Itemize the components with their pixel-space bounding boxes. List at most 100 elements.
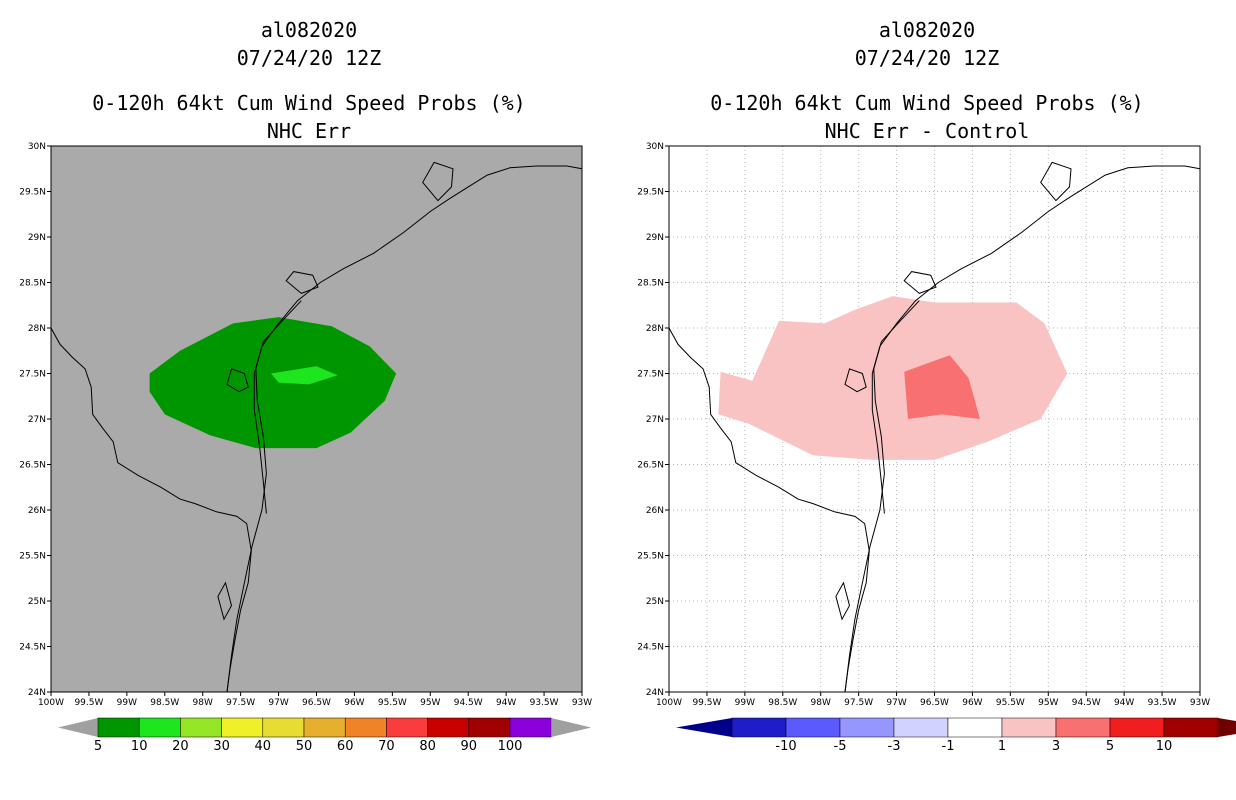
lon-tick-label: 95.5W bbox=[996, 698, 1025, 708]
bay-outline bbox=[217, 581, 233, 621]
colorbar-label: 50 bbox=[296, 739, 313, 754]
colorbar-label: 70 bbox=[378, 739, 395, 754]
colorbar-swatch bbox=[97, 717, 140, 738]
lon-tick-label: 96W bbox=[962, 698, 982, 708]
lat-tick-label: 26.5N bbox=[637, 461, 664, 471]
datetime-label: 07/24/20 12Z bbox=[854, 46, 1000, 70]
lat-tick-label: 24N bbox=[28, 688, 46, 698]
lon-tick-label: 99.5W bbox=[692, 698, 721, 708]
colorbar-end-triangle bbox=[58, 718, 98, 737]
wind-prob-map: 100W 99.5W 99W 98.5W 98W 97.5W 97W 96.5W 96W 95.5… bbox=[19, 142, 592, 754]
datetime-label: 07/24/20 12Z bbox=[236, 46, 382, 70]
colorbar-end-triangle bbox=[1218, 718, 1236, 737]
colorbar-swatch bbox=[1109, 717, 1165, 738]
lat-tick-label: 25N bbox=[646, 597, 664, 607]
colorbar-swatch bbox=[221, 717, 264, 738]
colorbar: -10 -5 -3 -1 1 3 5 10 bbox=[676, 717, 1236, 754]
lon-tick-label: 100W bbox=[38, 698, 64, 708]
colorbar-swatch bbox=[427, 717, 470, 738]
colorbar-swatch bbox=[138, 717, 181, 738]
prob-contour-10-20 bbox=[271, 366, 338, 385]
map-subtitle: NHC Err bbox=[266, 119, 352, 143]
prob-diff-contour-1-3 bbox=[718, 296, 1068, 460]
colorbar-swatch bbox=[1163, 717, 1219, 738]
colorbar-label: 1 bbox=[998, 739, 1006, 754]
colorbar-swatch bbox=[303, 717, 346, 738]
lon-tick-label: 98W bbox=[811, 698, 831, 708]
bay-outline bbox=[285, 271, 319, 294]
lat-tick-label: 27.5N bbox=[637, 370, 664, 380]
colorbar-label: -5 bbox=[834, 739, 847, 754]
lon-tick-label: 96.5W bbox=[302, 698, 331, 708]
colorbar-label: 5 bbox=[1106, 739, 1114, 754]
panel-nhc-err: al082020 07/24/20 12Z 0-120h 64kt Cum Wi… bbox=[19, 18, 592, 754]
coastline-segment bbox=[668, 327, 870, 693]
coastline-segment bbox=[226, 300, 302, 693]
colorbar-end-triangle bbox=[551, 718, 592, 737]
lat-tick-label: 29.5N bbox=[19, 188, 46, 198]
storm-id-label: al082020 bbox=[878, 18, 976, 42]
lon-tick-label: 93W bbox=[1190, 698, 1210, 708]
colorbar-label: 3 bbox=[1052, 739, 1060, 754]
bay-outline bbox=[422, 161, 454, 202]
colorbar-label: -3 bbox=[888, 739, 901, 754]
lon-tick-label: 93W bbox=[572, 698, 592, 708]
lon-tick-label: 100W bbox=[656, 698, 682, 708]
colorbar-label: 20 bbox=[172, 739, 189, 754]
colorbar-swatch bbox=[344, 717, 387, 738]
bay-outline bbox=[1040, 161, 1072, 202]
lat-tick-label: 29N bbox=[28, 233, 46, 243]
coastline-segment bbox=[50, 327, 252, 693]
lat-tick-label: 28.5N bbox=[637, 279, 664, 289]
colorbar-swatch bbox=[947, 717, 1003, 738]
lat-tick-label: 26N bbox=[28, 506, 46, 516]
lon-tick-label: 99.5W bbox=[74, 698, 103, 708]
bay-outline bbox=[903, 271, 937, 294]
lon-tick-label: 94W bbox=[496, 698, 516, 708]
lat-tick-label: 26.5N bbox=[19, 461, 46, 471]
colorbar-label: 80 bbox=[419, 739, 436, 754]
colorbar-label: 90 bbox=[461, 739, 478, 754]
lon-tick-label: 95W bbox=[1038, 698, 1058, 708]
colorbar-label: 10 bbox=[1156, 739, 1173, 754]
colorbar-swatch bbox=[468, 717, 511, 738]
lat-tick-label: 27.5N bbox=[19, 370, 46, 380]
coastline-segment bbox=[871, 165, 1201, 514]
colorbar-label: 5 bbox=[94, 739, 102, 754]
lon-tick-label: 94W bbox=[1114, 698, 1134, 708]
lat-tick-label: 27N bbox=[646, 415, 664, 425]
coastline-segment bbox=[844, 300, 920, 693]
lon-tick-label: 95W bbox=[420, 698, 440, 708]
lon-tick-label: 97W bbox=[886, 698, 906, 708]
bay-outline bbox=[835, 581, 851, 621]
lat-tick-label: 26N bbox=[646, 506, 664, 516]
colorbar-label: -1 bbox=[942, 739, 955, 754]
lat-tick-label: 24N bbox=[646, 688, 664, 698]
coastline bbox=[668, 161, 1201, 693]
colorbar-swatch bbox=[386, 717, 428, 738]
colorbar-end-triangle bbox=[676, 718, 732, 737]
bay-outline bbox=[844, 368, 867, 393]
lat-tick-label: 30N bbox=[28, 142, 46, 152]
bay-outline bbox=[226, 368, 249, 393]
lon-tick-label: 98.5W bbox=[150, 698, 179, 708]
lon-tick-label: 97.5W bbox=[844, 698, 873, 708]
lon-tick-label: 97W bbox=[268, 698, 288, 708]
colorbar-label: 30 bbox=[213, 739, 230, 754]
lon-tick-label: 99W bbox=[735, 698, 755, 708]
prob-diff-contour-3-5 bbox=[904, 355, 980, 419]
lat-tick-label: 28.5N bbox=[19, 279, 46, 289]
colorbar-swatch bbox=[262, 717, 305, 738]
colorbar-label: -10 bbox=[775, 739, 796, 754]
coastline bbox=[50, 161, 583, 693]
colorbar-swatch bbox=[731, 717, 787, 738]
lon-tick-label: 94.5W bbox=[1072, 698, 1101, 708]
wind-prob-diff-map: 100W 99.5W 99W 98.5W 98W 97.5W 97W 96.5W 96W 95.5… bbox=[637, 142, 1236, 754]
lat-tick-label: 29.5N bbox=[637, 188, 664, 198]
storm-id-label: al082020 bbox=[260, 18, 358, 42]
lon-tick-label: 93.5W bbox=[1148, 698, 1177, 708]
colorbar: 5 10 20 30 40 50 60 70 80 90 100 bbox=[58, 717, 592, 754]
lon-tick-label: 96.5W bbox=[920, 698, 949, 708]
colorbar-swatch bbox=[839, 717, 895, 738]
colorbar-label: 100 bbox=[498, 739, 523, 754]
